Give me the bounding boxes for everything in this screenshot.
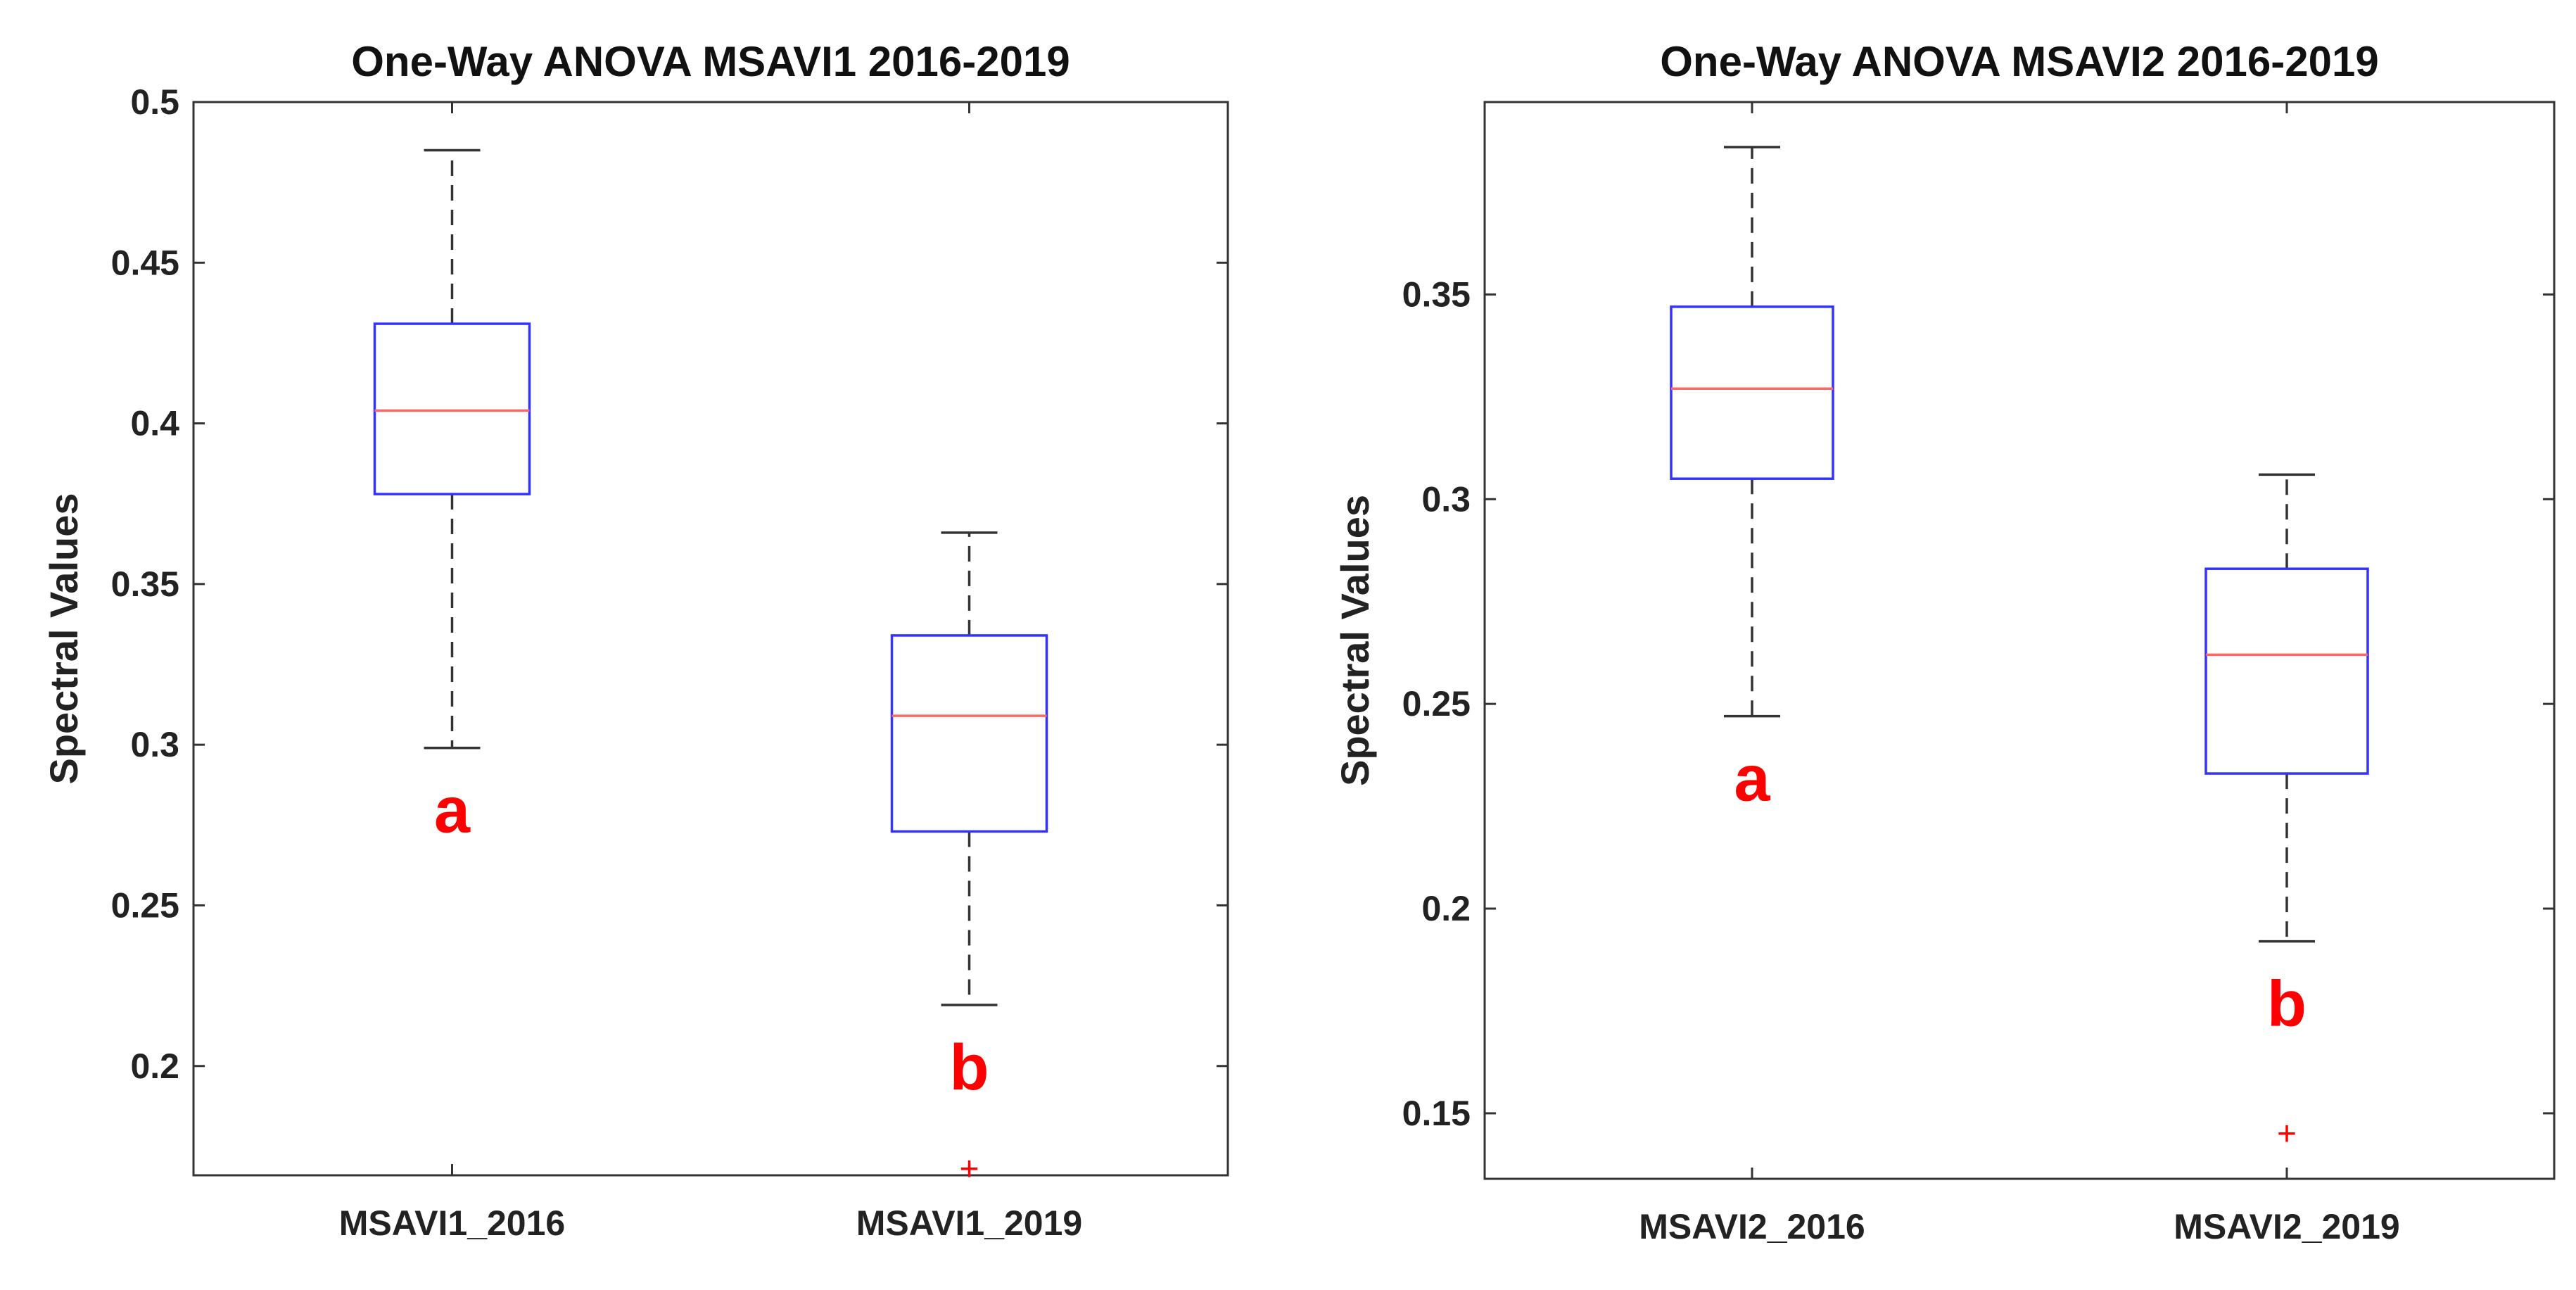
significance-letter: b: [949, 1032, 989, 1104]
y-tick-label: 0.4: [130, 404, 179, 443]
y-tick-label: 0.25: [111, 885, 179, 925]
plot-frame: [1483, 101, 2556, 1180]
y-tick-label: 0.35: [1402, 274, 1471, 314]
x-tick-label: MSAVI1_2019: [856, 1203, 1082, 1243]
chart-panel-msavi1: One-Way ANOVA MSAVI1 2016-2019 Spectral V…: [42, 38, 1229, 1243]
y-tick-label: 0.2: [130, 1046, 179, 1086]
significance-letter: a: [434, 775, 471, 847]
chart-panel-msavi2: One-Way ANOVA MSAVI2 2016-2019 Spectral V…: [1333, 38, 2556, 1246]
significance-letter: b: [2267, 968, 2307, 1040]
y-axis-label: Spectral Values: [42, 493, 86, 784]
x-tick-label: MSAVI2_2016: [1639, 1207, 1865, 1246]
outlier-marker: +: [2277, 1115, 2297, 1153]
iqr-box: [373, 322, 531, 495]
plot-frame: [192, 101, 1229, 1177]
y-tick-label: 0.25: [1402, 684, 1471, 723]
y-tick-label: 0.35: [111, 564, 179, 604]
x-tick-label: MSAVI2_2019: [2174, 1207, 2399, 1246]
y-axis-label: Spectral Values: [1333, 495, 1377, 786]
chart-title: One-Way ANOVA MSAVI1 2016-2019: [351, 38, 1070, 85]
outlier-marker: +: [959, 1151, 979, 1188]
y-tick-label: 0.3: [1421, 479, 1471, 519]
iqr-box: [2204, 567, 2369, 775]
x-tick-label: MSAVI1_2016: [339, 1203, 565, 1243]
iqr-box: [890, 634, 1048, 833]
y-tick-label: 0.5: [130, 82, 179, 122]
y-tick-label: 0.2: [1421, 889, 1471, 928]
y-tick-label: 0.3: [130, 725, 179, 764]
significance-letter: a: [1734, 743, 1770, 815]
iqr-box: [1670, 305, 1834, 480]
y-tick-label: 0.45: [111, 243, 179, 282]
y-tick-label: 0.15: [1402, 1094, 1471, 1133]
chart-title: One-Way ANOVA MSAVI2 2016-2019: [1660, 38, 2378, 85]
